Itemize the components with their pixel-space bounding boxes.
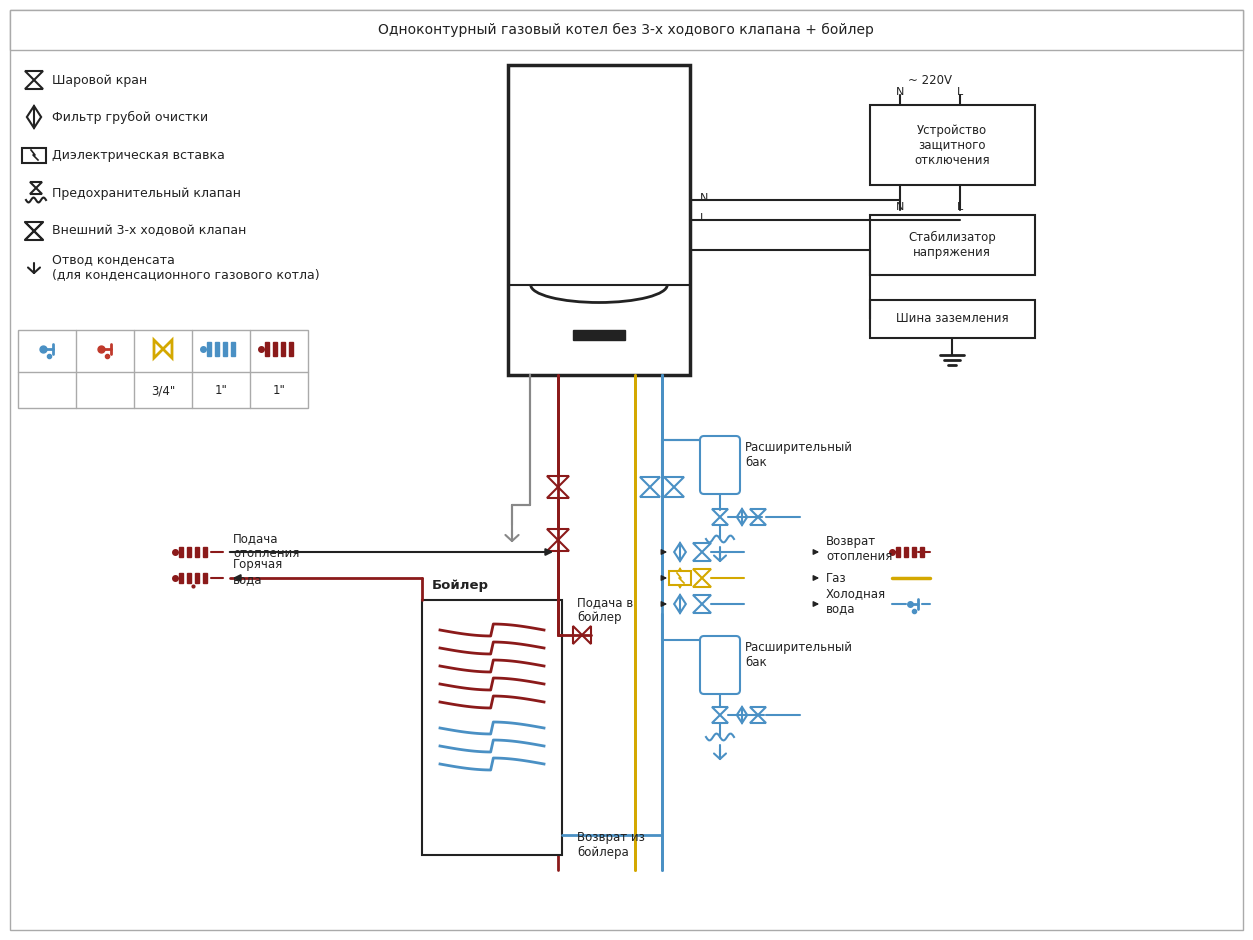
Text: Шина заземления: Шина заземления — [896, 312, 1009, 325]
Bar — [870, 215, 1035, 275]
Bar — [422, 600, 563, 855]
Text: Фильтр грубой очистки: Фильтр грубой очистки — [53, 111, 208, 123]
Bar — [507, 65, 690, 375]
Bar — [273, 342, 277, 356]
Text: Диэлектрическая вставка: Диэлектрическая вставка — [53, 149, 224, 162]
FancyBboxPatch shape — [700, 636, 741, 694]
Bar — [870, 105, 1035, 185]
Bar — [216, 342, 219, 356]
Text: Отвод конденсата
(для конденсационного газового котла): Отвод конденсата (для конденсационного г… — [53, 253, 320, 281]
Text: 3/4": 3/4" — [150, 384, 175, 398]
Bar — [18, 330, 308, 408]
Text: L: L — [700, 213, 707, 223]
Text: Возврат из
бойлера: Возврат из бойлера — [576, 831, 645, 859]
Bar — [187, 547, 190, 557]
Bar — [195, 573, 199, 583]
Text: N: N — [896, 87, 905, 97]
Bar — [289, 342, 293, 356]
Bar — [912, 547, 916, 557]
Bar — [10, 10, 1243, 50]
Text: Холодная
вода: Холодная вода — [826, 587, 886, 615]
Text: ~ 220V: ~ 220V — [908, 73, 952, 86]
Text: Газ: Газ — [826, 572, 847, 585]
Text: Расширительный
бак: Расширительный бак — [746, 441, 853, 469]
Bar — [903, 547, 908, 557]
Bar — [23, 148, 46, 163]
Text: N: N — [700, 193, 708, 203]
Text: Предохранительный клапан: Предохранительный клапан — [53, 186, 241, 199]
Text: Подача в
бойлер: Подача в бойлер — [576, 596, 633, 624]
Bar — [203, 547, 207, 557]
Bar — [223, 342, 227, 356]
Bar — [573, 330, 625, 340]
Bar — [195, 547, 199, 557]
Bar — [669, 571, 690, 585]
Bar — [231, 342, 236, 356]
Bar — [896, 547, 900, 557]
Text: Горячая
вода: Горячая вода — [233, 558, 283, 586]
Bar — [187, 573, 190, 583]
Bar — [870, 300, 1035, 338]
Bar — [920, 547, 923, 557]
Bar — [179, 547, 183, 557]
Text: Одноконтурный газовый котел без 3-х ходового клапана + бойлер: Одноконтурный газовый котел без 3-х ходо… — [378, 23, 873, 37]
Text: L: L — [957, 87, 964, 97]
Text: N: N — [896, 202, 905, 212]
Bar — [264, 342, 269, 356]
Bar — [207, 342, 211, 356]
Text: Возврат
отопления: Возврат отопления — [826, 535, 892, 563]
Text: 1": 1" — [273, 384, 286, 398]
Bar — [179, 573, 183, 583]
Text: Расширительный
бак: Расширительный бак — [746, 641, 853, 669]
Text: Стабилизатор
напряжения: Стабилизатор напряжения — [908, 231, 996, 259]
Text: 1": 1" — [214, 384, 228, 398]
Text: L: L — [957, 202, 964, 212]
Bar — [203, 573, 207, 583]
Text: Бойлер: Бойлер — [432, 578, 489, 591]
Text: Шаровой кран: Шаровой кран — [53, 73, 148, 86]
Text: Подача
отопления: Подача отопления — [233, 532, 299, 560]
Bar — [281, 342, 284, 356]
FancyBboxPatch shape — [700, 436, 741, 494]
Text: Внешний 3-х ходовой клапан: Внешний 3-х ходовой клапан — [53, 225, 247, 238]
Text: Устройство
защитного
отключения: Устройство защитного отключения — [915, 123, 990, 166]
